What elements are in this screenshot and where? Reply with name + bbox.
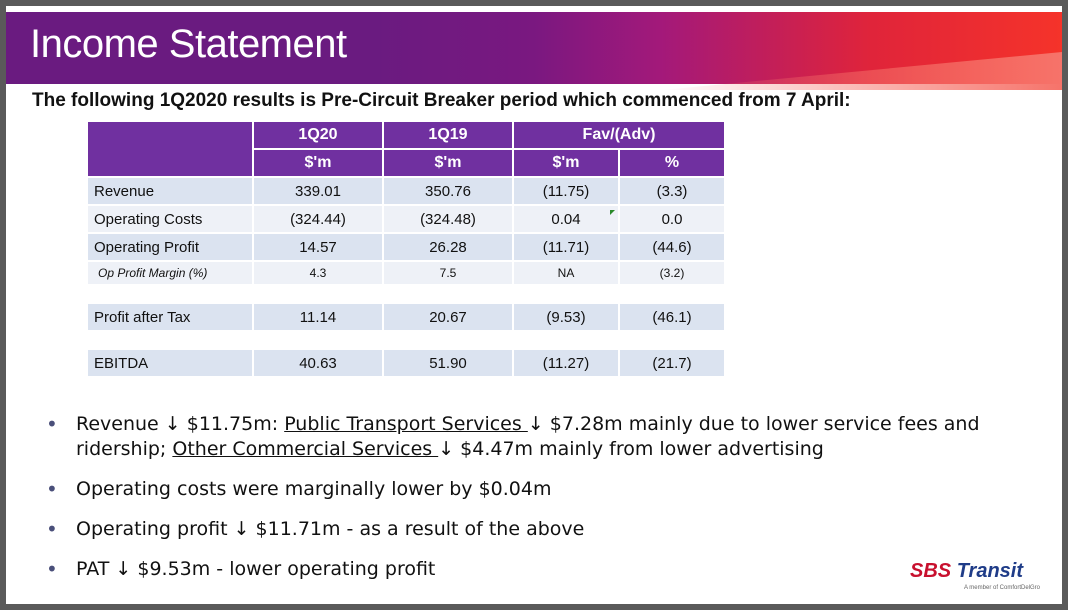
bullet-list: • Revenue ↓ $11.75m: Public Transport Se… bbox=[42, 412, 1032, 597]
cell-fav-pct: (44.6) bbox=[620, 234, 724, 260]
table-row-revenue: Revenue 339.01 350.76 (11.75) (3.3) bbox=[88, 178, 724, 204]
header-unit: $'m bbox=[514, 150, 618, 176]
cell-1q19: 7.5 bbox=[384, 262, 512, 284]
table-header-row-1: 1Q20 1Q19 Fav/(Adv) bbox=[88, 122, 724, 176]
cell-fav-pct: (21.7) bbox=[620, 350, 724, 376]
bullet-dot-icon: • bbox=[46, 517, 58, 541]
cell-comment-marker bbox=[610, 210, 615, 215]
slide: Income Statement The following 1Q2020 re… bbox=[6, 6, 1062, 604]
header-fav-adv: Fav/(Adv) bbox=[514, 122, 724, 148]
bullet-dot-icon: • bbox=[46, 557, 58, 581]
header-1q19: 1Q19 bbox=[384, 122, 512, 148]
cell-1q19: 350.76 bbox=[384, 178, 512, 204]
row-label: Operating Costs bbox=[88, 206, 252, 232]
table-row-profit-after-tax: Profit after Tax 11.14 20.67 (9.53) (46.… bbox=[88, 304, 724, 330]
cell-1q20: 11.14 bbox=[254, 304, 382, 330]
row-label: Operating Profit bbox=[88, 234, 252, 260]
cell-fav-m: (11.75) bbox=[514, 178, 618, 204]
cell-fav-pct: (46.1) bbox=[620, 304, 724, 330]
cell-fav-m: (11.27) bbox=[514, 350, 618, 376]
public-transport-services-link[interactable]: Public Transport Services bbox=[284, 413, 528, 435]
cell-1q20: 40.63 bbox=[254, 350, 382, 376]
cell-fav-m: 0.04 bbox=[514, 206, 618, 232]
cell-fav-m: NA bbox=[514, 262, 618, 284]
row-label: EBITDA bbox=[88, 350, 252, 376]
table-spacer bbox=[88, 332, 724, 348]
income-table: 1Q20 1Q19 Fav/(Adv) $'m $'m $'m % Revenu… bbox=[86, 120, 726, 378]
cell-1q20: 14.57 bbox=[254, 234, 382, 260]
row-label: Revenue bbox=[88, 178, 252, 204]
cell-fav-m: (11.71) bbox=[514, 234, 618, 260]
table-row-ebitda: EBITDA 40.63 51.90 (11.27) (21.7) bbox=[88, 350, 724, 376]
header-blank-cell bbox=[88, 122, 252, 176]
table-header-row-2: $'m $'m $'m % bbox=[88, 150, 724, 176]
bullet-pat: • PAT ↓ $9.53m - lower operating profit bbox=[46, 557, 436, 581]
header-percent: % bbox=[620, 150, 724, 176]
cell-1q19: 26.28 bbox=[384, 234, 512, 260]
row-label: Op Profit Margin (%) bbox=[88, 262, 252, 284]
title-banner: Income Statement bbox=[6, 12, 1062, 90]
banner-accent bbox=[662, 52, 1062, 90]
cell-fav-pct: 0.0 bbox=[620, 206, 724, 232]
header-unit: $'m bbox=[384, 150, 512, 176]
cell-1q19: (324.48) bbox=[384, 206, 512, 232]
cell-1q19: 51.90 bbox=[384, 350, 512, 376]
slide-subtitle: The following 1Q2020 results is Pre-Circ… bbox=[32, 90, 851, 111]
bullet-dot-icon: • bbox=[46, 412, 58, 436]
bullet-operating-costs: • Operating costs were marginally lower … bbox=[46, 477, 552, 501]
header-unit: $'m bbox=[254, 150, 382, 176]
bullet-revenue: • Revenue ↓ $11.75m: Public Transport Se… bbox=[46, 412, 980, 460]
header-1q20: 1Q20 bbox=[254, 122, 382, 148]
cell-1q19: 20.67 bbox=[384, 304, 512, 330]
bullet-operating-profit: • Operating profit ↓ $11.71m - as a resu… bbox=[46, 517, 585, 541]
cell-1q20: 339.01 bbox=[254, 178, 382, 204]
cell-fav-pct: (3.3) bbox=[620, 178, 724, 204]
cell-1q20: (324.44) bbox=[254, 206, 382, 232]
cell-fav-pct: (3.2) bbox=[620, 262, 724, 284]
sbs-transit-logo: SBS Transit A member of ComfortDelGro bbox=[910, 560, 1040, 591]
table-row-operating-costs: Operating Costs (324.44) (324.48) 0.04 0… bbox=[88, 206, 724, 232]
row-label: Profit after Tax bbox=[88, 304, 252, 330]
table-spacer bbox=[88, 286, 724, 302]
table-row-op-profit-margin: Op Profit Margin (%) 4.3 7.5 NA (3.2) bbox=[88, 262, 724, 284]
slide-title: Income Statement bbox=[30, 22, 347, 66]
cell-1q20: 4.3 bbox=[254, 262, 382, 284]
cell-fav-m: (9.53) bbox=[514, 304, 618, 330]
other-commercial-services-link[interactable]: Other Commercial Services bbox=[172, 438, 439, 460]
table-row-operating-profit: Operating Profit 14.57 26.28 (11.71) (44… bbox=[88, 234, 724, 260]
bullet-dot-icon: • bbox=[46, 477, 58, 501]
